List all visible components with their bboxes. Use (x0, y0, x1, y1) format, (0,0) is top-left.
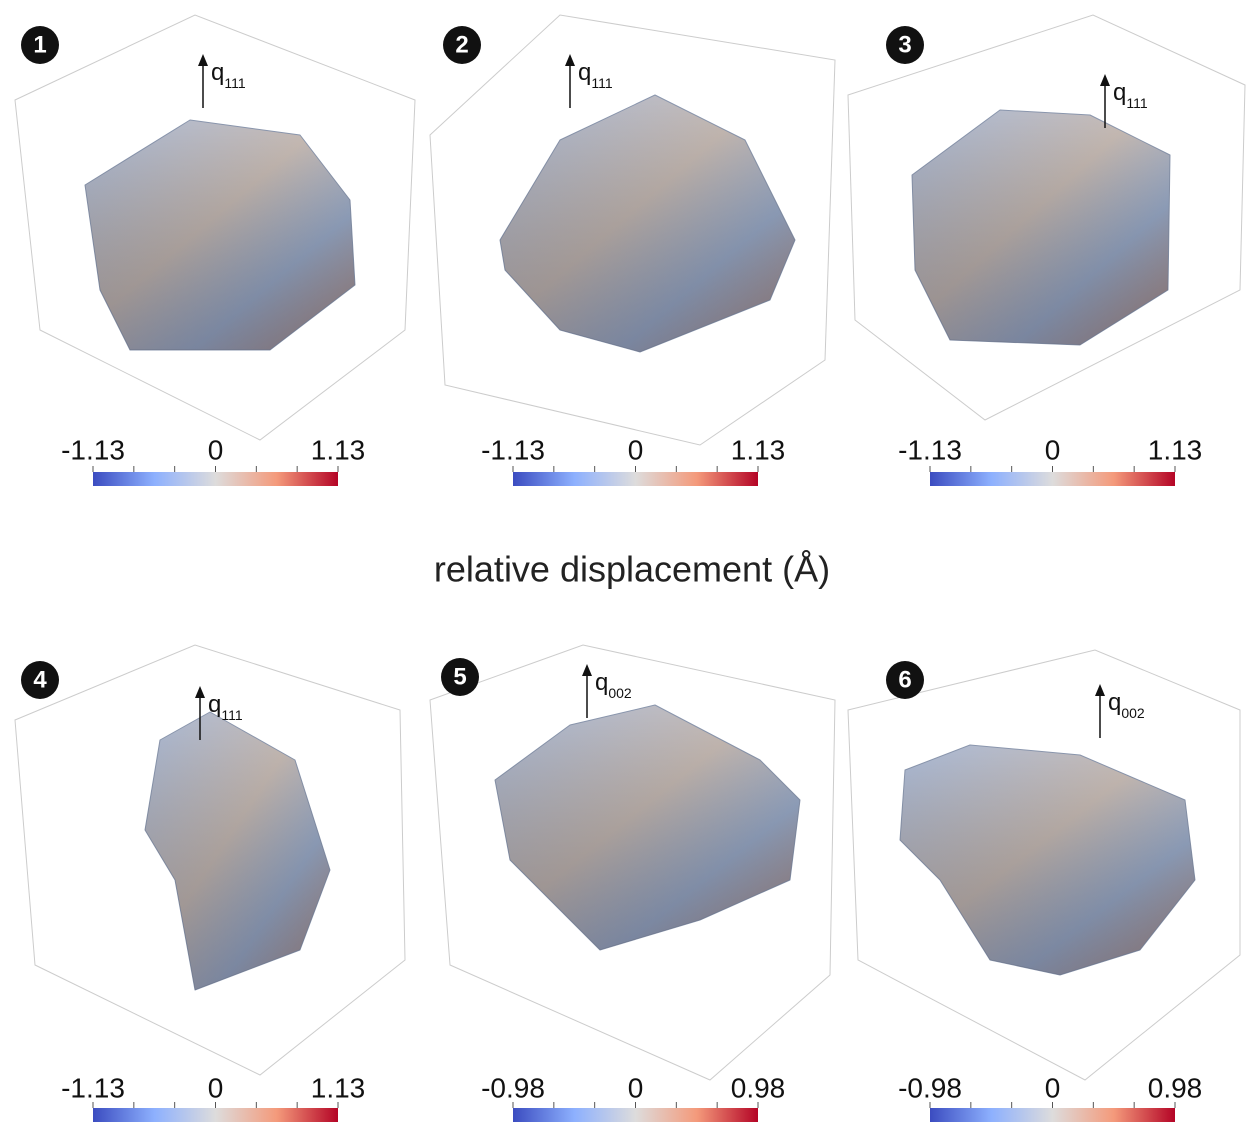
q-symbol: q (1113, 79, 1126, 106)
bounding-box (847, 14, 1246, 421)
colorbar-label: -1.13 (481, 434, 545, 465)
colorbar (93, 1108, 338, 1122)
q-symbol: q (578, 59, 591, 86)
panel-number: 1 (33, 31, 46, 58)
bounding-box (847, 649, 1241, 1081)
q-subscript: 111 (1126, 95, 1147, 111)
q-label: q111 (211, 59, 246, 91)
colorbar-label: 0 (628, 434, 644, 465)
q-arrowhead (198, 54, 208, 66)
panel-badge (441, 658, 479, 696)
colorbar-label: 0 (208, 1072, 224, 1103)
colorbar-label: 1.13 (731, 434, 786, 465)
colorbar (930, 1108, 1175, 1122)
panel-badge (21, 26, 59, 64)
panel: 3 q111 -1.13 0 1.13 (847, 14, 1246, 486)
particle-shade (912, 110, 1170, 345)
colorbar-label: -0.98 (481, 1072, 545, 1103)
q-label: q111 (208, 691, 243, 723)
colorbar-label: -1.13 (61, 1072, 125, 1103)
q-label: q111 (578, 59, 613, 91)
panel-number: 2 (455, 31, 468, 58)
q-label: q111 (1113, 79, 1148, 111)
colorbar-label: 1.13 (311, 434, 366, 465)
colorbar-label: 0 (1045, 1072, 1061, 1103)
q-arrowhead (1100, 74, 1110, 86)
q-subscript: 111 (224, 75, 245, 91)
q-symbol: q (595, 669, 608, 696)
q-symbol: q (211, 59, 224, 86)
colorbar-label: 0.98 (731, 1072, 786, 1103)
panel-number: 3 (898, 31, 911, 58)
panel-badge (886, 661, 924, 699)
colorbar-label: 0.98 (1148, 1072, 1203, 1103)
q-subscript: 002 (1121, 705, 1145, 721)
particle-shade (145, 712, 330, 990)
colorbar-label: -0.98 (898, 1072, 962, 1103)
particle-shade (500, 95, 795, 352)
bounding-box (429, 14, 836, 446)
colorbar-label: 1.13 (1148, 434, 1203, 465)
panel-badge (443, 26, 481, 64)
particle-shade (495, 705, 800, 950)
panel: 4 q111 -1.13 0 1.13 (14, 644, 406, 1122)
caption: relative displacement (Å) (434, 549, 830, 590)
panel-badge (886, 26, 924, 64)
q-label: q002 (1108, 689, 1145, 721)
colorbar (930, 472, 1175, 486)
colorbar (513, 1108, 758, 1122)
q-subscript: 111 (221, 707, 242, 723)
q-arrowhead (195, 686, 205, 698)
particle-shade (85, 120, 355, 350)
colorbar-label: 1.13 (311, 1072, 366, 1103)
bounding-box (14, 14, 416, 441)
colorbar (93, 472, 338, 486)
colorbar-label: -1.13 (898, 434, 962, 465)
bounding-box (429, 644, 836, 1081)
panel: 5 q002 -0.98 0 0.98 (429, 644, 836, 1122)
panel-number: 4 (33, 666, 47, 693)
panel-number: 5 (453, 663, 466, 690)
colorbar-label: 0 (208, 434, 224, 465)
q-arrowhead (582, 664, 592, 676)
q-subscript: 002 (608, 685, 632, 701)
colorbar (513, 472, 758, 486)
colorbar-label: 0 (1045, 434, 1061, 465)
q-symbol: q (1108, 689, 1121, 716)
panel: 6 q002 -0.98 0 0.98 (847, 649, 1241, 1122)
q-symbol: q (208, 691, 221, 718)
panel: 1 q111 -1.13 0 1.13 (14, 14, 416, 486)
q-arrowhead (565, 54, 575, 66)
panel: 2 q111 -1.13 0 1.13 (429, 14, 836, 486)
panel-badge (21, 661, 59, 699)
bounding-box (14, 644, 406, 1076)
q-subscript: 111 (591, 75, 612, 91)
colorbar-label: 0 (628, 1072, 644, 1103)
q-arrowhead (1095, 684, 1105, 696)
particle-shade (900, 745, 1195, 975)
panel-number: 6 (898, 666, 911, 693)
colorbar-label: -1.13 (61, 434, 125, 465)
q-label: q002 (595, 669, 632, 701)
